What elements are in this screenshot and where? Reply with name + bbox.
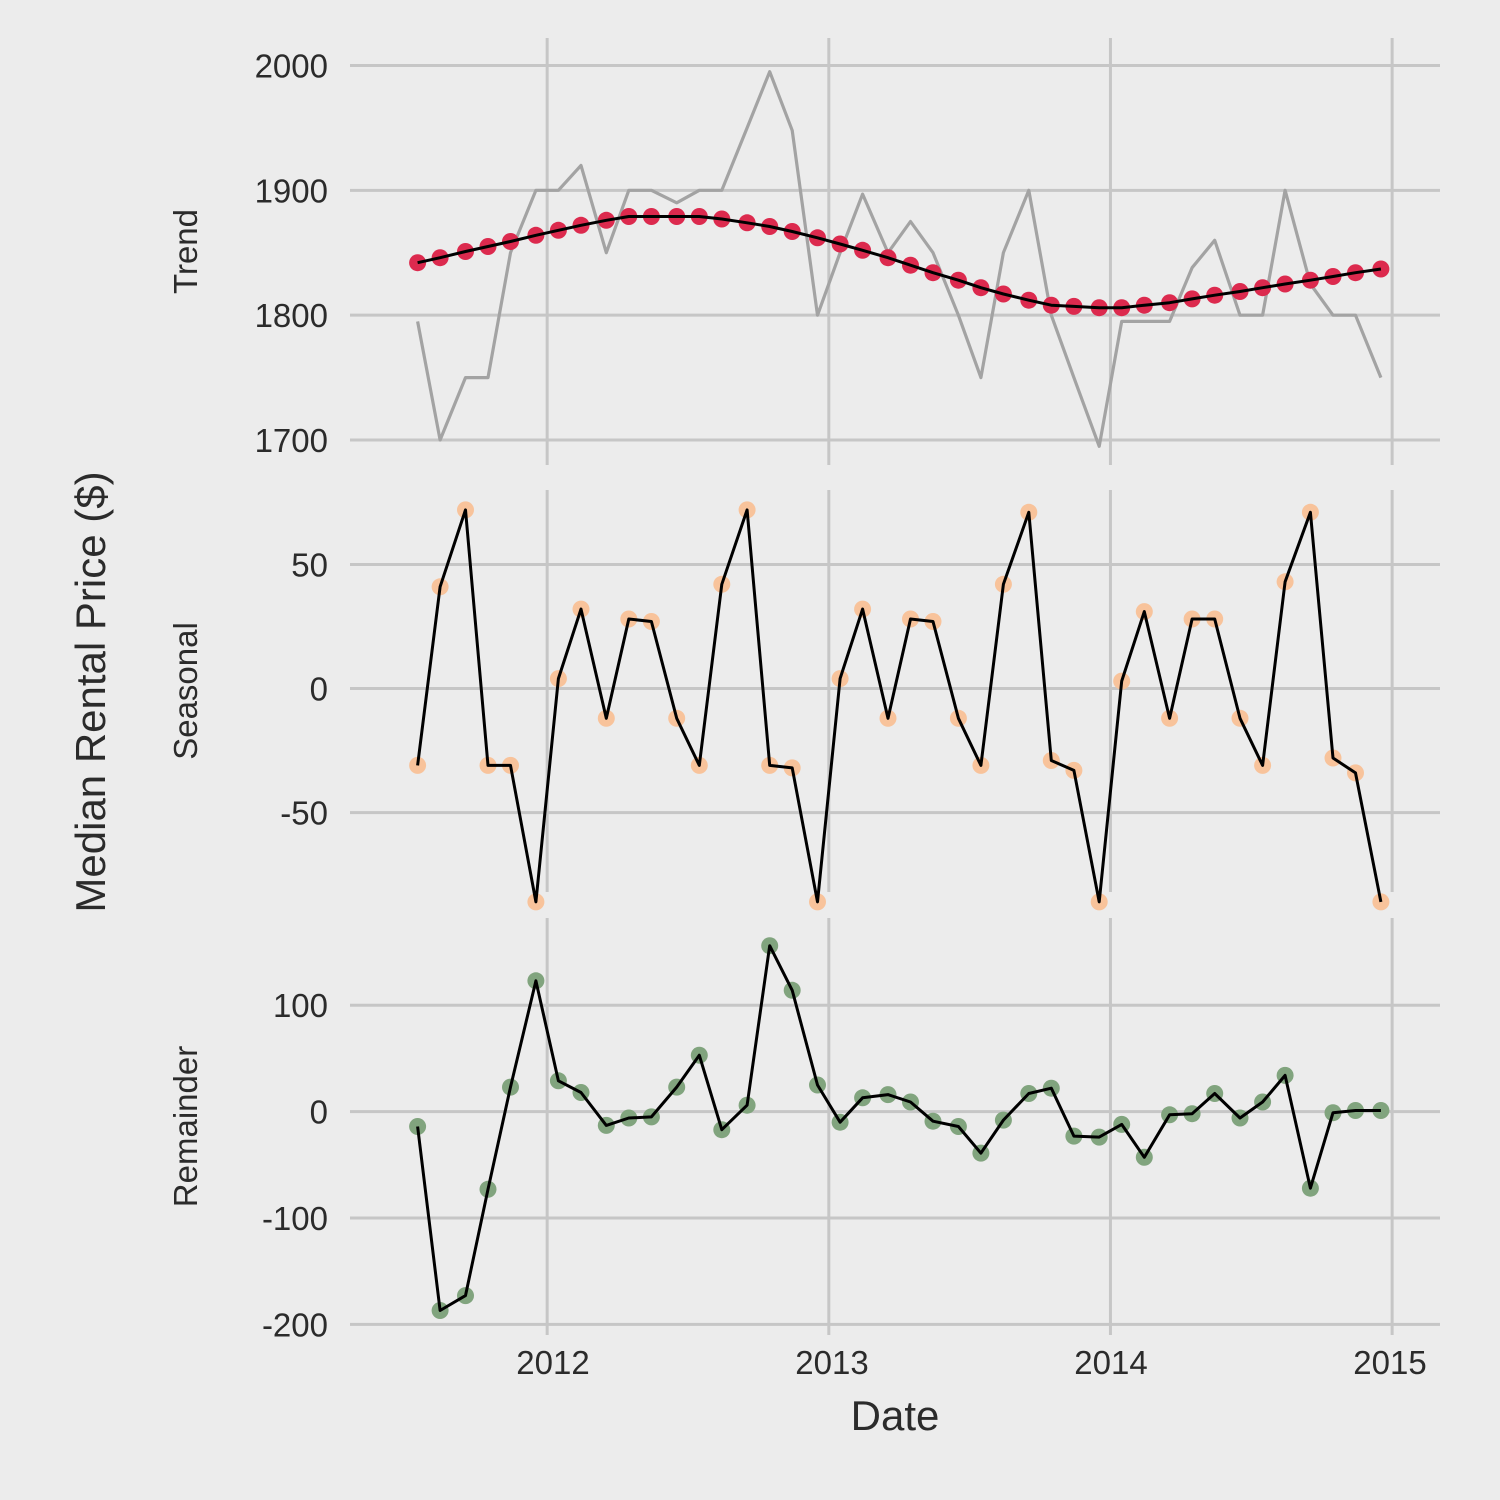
- y-axis-title: Median Rental Price ($): [67, 471, 114, 912]
- panel-label: Trend: [167, 209, 204, 294]
- panel-label: Remainder: [167, 1046, 204, 1207]
- series-line: [416, 944, 1381, 1312]
- panel-label: Seasonal: [167, 622, 204, 760]
- y-tick-label: -100: [262, 1200, 328, 1237]
- y-tick-label: 0: [310, 671, 328, 708]
- y-tick-label: 2000: [255, 47, 328, 84]
- y-tick-label: 1800: [255, 297, 328, 334]
- y-tick-label: -50: [280, 795, 328, 832]
- y-tick-label: 100: [273, 987, 328, 1024]
- y-tick-label: 1700: [255, 422, 328, 459]
- x-tick-label: 2012: [516, 1344, 589, 1381]
- panel-seasonal: -50 0 50 Seasonal: [167, 490, 1440, 911]
- y-tick-label: 1900: [255, 172, 328, 209]
- series-line: [416, 508, 1383, 904]
- x-tick-label: 2014: [1074, 1344, 1147, 1381]
- observed-line: [416, 70, 1383, 448]
- point-group: [409, 208, 1390, 317]
- y-tick-label: -200: [262, 1306, 328, 1343]
- point-group: [409, 937, 1390, 1319]
- x-axis-title: Date: [851, 1392, 940, 1439]
- series-line: [417, 215, 1382, 310]
- panel-remainder: -200 -100 0 100 Remainder: [167, 918, 1440, 1343]
- panel-trend: 1700 1800 1900 2000 Trend: [167, 38, 1440, 465]
- x-tick-label: 2015: [1353, 1344, 1426, 1381]
- y-tick-label: 50: [291, 546, 328, 583]
- y-tick-label: 0: [310, 1094, 328, 1131]
- x-tick-label: 2013: [795, 1344, 868, 1381]
